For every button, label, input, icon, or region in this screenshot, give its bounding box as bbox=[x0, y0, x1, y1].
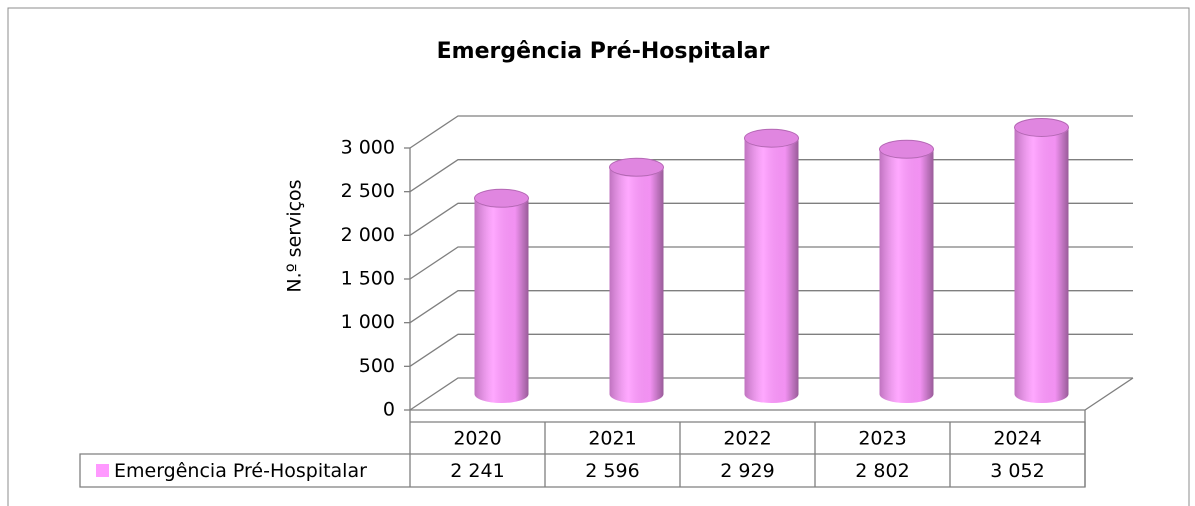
legend-label: Emergência Pré-Hospitalar bbox=[114, 460, 367, 482]
data-label: 2 802 bbox=[855, 460, 909, 482]
data-label: 2 596 bbox=[585, 460, 639, 482]
legend-swatch bbox=[96, 464, 109, 477]
y-tick-label: 2 000 bbox=[341, 224, 395, 246]
bar-part bbox=[474, 198, 529, 403]
table-border bbox=[79, 421, 1086, 488]
bar-part bbox=[744, 138, 799, 403]
x-tick-label: 2020 bbox=[453, 428, 501, 450]
x-tick-label: 2021 bbox=[588, 428, 636, 450]
y-tick-label: 1 000 bbox=[341, 311, 395, 333]
bar-part bbox=[1014, 117, 1069, 137]
bar-part bbox=[744, 129, 799, 148]
chart-frame bbox=[7, 7, 1190, 506]
bar-part bbox=[879, 140, 934, 159]
bar-part bbox=[1014, 118, 1069, 137]
bar-part bbox=[879, 139, 934, 159]
bar bbox=[1014, 117, 1069, 403]
x-tick-label: 2023 bbox=[858, 428, 906, 450]
y-tick-label: 0 bbox=[383, 399, 395, 421]
bar bbox=[609, 157, 664, 403]
y-tick-label: 3 000 bbox=[341, 137, 395, 159]
y-tick-label: 2 500 bbox=[341, 180, 395, 202]
bar-part bbox=[609, 158, 664, 177]
chart-title: Emergência Pré-Hospitalar bbox=[437, 39, 770, 64]
bar-part bbox=[744, 128, 799, 148]
data-label: 2 241 bbox=[450, 460, 504, 482]
x-tick-label: 2022 bbox=[723, 428, 771, 450]
bar-part bbox=[609, 167, 664, 403]
bar bbox=[879, 139, 934, 403]
bar bbox=[744, 128, 799, 403]
bar-part bbox=[1014, 127, 1069, 403]
data-label: 3 052 bbox=[990, 460, 1044, 482]
y-tick-label: 1 500 bbox=[341, 268, 395, 290]
data-label: 2 929 bbox=[720, 460, 774, 482]
bar-part bbox=[609, 157, 664, 177]
y-tick-label: 500 bbox=[359, 355, 395, 377]
x-tick-label: 2024 bbox=[993, 428, 1041, 450]
bar-part bbox=[474, 189, 529, 208]
bar bbox=[474, 188, 529, 403]
bar-part bbox=[474, 188, 529, 208]
bar-part bbox=[879, 149, 934, 403]
y-axis-label: N.º serviços bbox=[284, 179, 306, 292]
grid-line bbox=[409, 115, 1133, 149]
